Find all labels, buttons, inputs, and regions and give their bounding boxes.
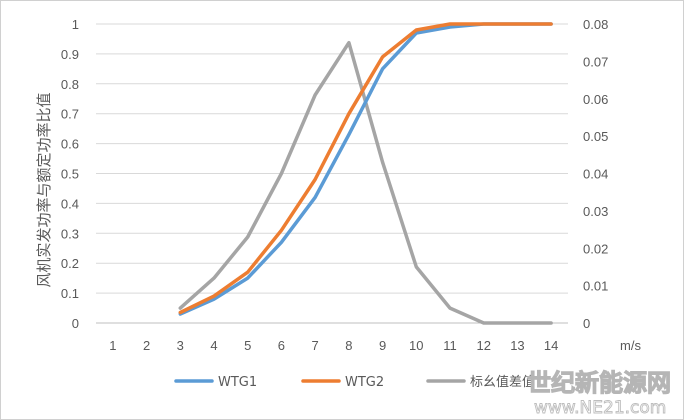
y-left-tick-label: 0.9 xyxy=(61,47,79,62)
watermark-title-text: 世纪新能源网 xyxy=(527,369,671,397)
y-left-tick-label: 0 xyxy=(72,316,79,331)
x-tick-label: 10 xyxy=(409,338,423,353)
x-tick-label: 11 xyxy=(443,338,457,353)
x-axis-label: m/s xyxy=(620,338,641,353)
y-left-tick-label: 0.7 xyxy=(61,107,79,122)
series-line-2 xyxy=(178,22,553,315)
y-left-tick-label: 0.3 xyxy=(61,226,79,241)
x-tick-label: 14 xyxy=(544,338,558,353)
y-right-tick-labels: 0 0.01 0.02 0.03 0.04 0.05 0.06 0.07 0.08 xyxy=(583,17,608,331)
x-tick-label: 7 xyxy=(312,338,319,353)
watermark: 世纪新能源网 www.NE21.com xyxy=(526,368,671,418)
x-tick-label: 13 xyxy=(510,338,524,353)
x-tick-label: 9 xyxy=(379,338,386,353)
y-left-tick-label: 1 xyxy=(72,17,79,32)
y-left-tick-label: 0.2 xyxy=(61,256,79,271)
y-left-tick-label: 0.1 xyxy=(61,286,79,301)
y-right-tick-label: 0.05 xyxy=(583,129,608,144)
x-tick-label: 4 xyxy=(210,338,217,353)
legend-label: WTG1 xyxy=(218,375,257,390)
y-left-tick-labels: 0 0.1 0.2 0.3 0.4 0.5 0.6 0.7 0.8 0.9 1 xyxy=(61,17,79,331)
series-lines xyxy=(178,22,553,325)
y-left-tick-label: 0.5 xyxy=(61,167,79,182)
legend: WTG1 WTG2 标幺值差值 xyxy=(174,374,535,390)
watermark-url: www.NE21.com xyxy=(534,398,666,418)
x-tick-label: 1 xyxy=(109,338,116,353)
y-right-tick-label: 0.07 xyxy=(583,54,608,69)
x-tick-label: 8 xyxy=(345,338,352,353)
y-axis-label: 风机实发功率与额定功率比值 xyxy=(35,92,53,287)
x-tick-label: 6 xyxy=(278,338,285,353)
y-left-tick-label: 0.4 xyxy=(61,196,79,211)
y-right-tick-label: 0.06 xyxy=(583,92,608,107)
y-right-tick-label: 0 xyxy=(583,316,590,331)
x-tick-label: 2 xyxy=(143,338,150,353)
y-left-tick-label: 0.8 xyxy=(61,77,79,92)
x-tick-label: 5 xyxy=(244,338,251,353)
y-right-tick-label: 0.04 xyxy=(583,167,608,182)
y-right-tick-label: 0.03 xyxy=(583,204,608,219)
series-line-1 xyxy=(178,22,553,316)
y-right-tick-label: 0.01 xyxy=(583,279,608,294)
y-left-tick-label: 0.6 xyxy=(61,137,79,152)
x-tick-label: 12 xyxy=(476,338,490,353)
x-tick-labels: 1 2 3 4 5 6 7 8 9 10 11 12 13 14 xyxy=(109,338,558,353)
legend-label: 标幺值差值 xyxy=(470,374,535,390)
x-tick-label: 3 xyxy=(177,338,184,353)
y-right-tick-label: 0.02 xyxy=(583,241,608,256)
y-right-tick-label: 0.08 xyxy=(583,17,608,32)
legend-label: WTG2 xyxy=(345,375,384,390)
